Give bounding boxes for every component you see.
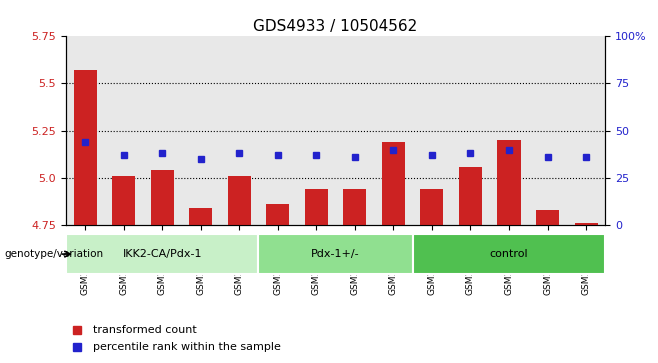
Bar: [151, 170, 174, 225]
Bar: [497, 140, 520, 225]
FancyBboxPatch shape: [413, 234, 605, 274]
Bar: [74, 70, 97, 225]
FancyBboxPatch shape: [259, 234, 413, 274]
Text: IKK2-CA/Pdx-1: IKK2-CA/Pdx-1: [122, 249, 202, 259]
Bar: [228, 176, 251, 225]
FancyBboxPatch shape: [66, 234, 259, 274]
Text: genotype/variation: genotype/variation: [4, 249, 103, 259]
Bar: [382, 142, 405, 225]
Bar: [536, 210, 559, 225]
Bar: [574, 223, 597, 225]
Text: percentile rank within the sample: percentile rank within the sample: [93, 342, 281, 352]
Bar: [305, 189, 328, 225]
Text: control: control: [490, 249, 528, 259]
Text: transformed count: transformed count: [93, 325, 197, 335]
Bar: [189, 208, 213, 225]
Bar: [343, 189, 367, 225]
Bar: [112, 176, 135, 225]
Bar: [266, 204, 290, 225]
Bar: [420, 189, 443, 225]
Text: Pdx-1+/-: Pdx-1+/-: [311, 249, 360, 259]
Title: GDS4933 / 10504562: GDS4933 / 10504562: [253, 19, 418, 34]
Bar: [459, 167, 482, 225]
